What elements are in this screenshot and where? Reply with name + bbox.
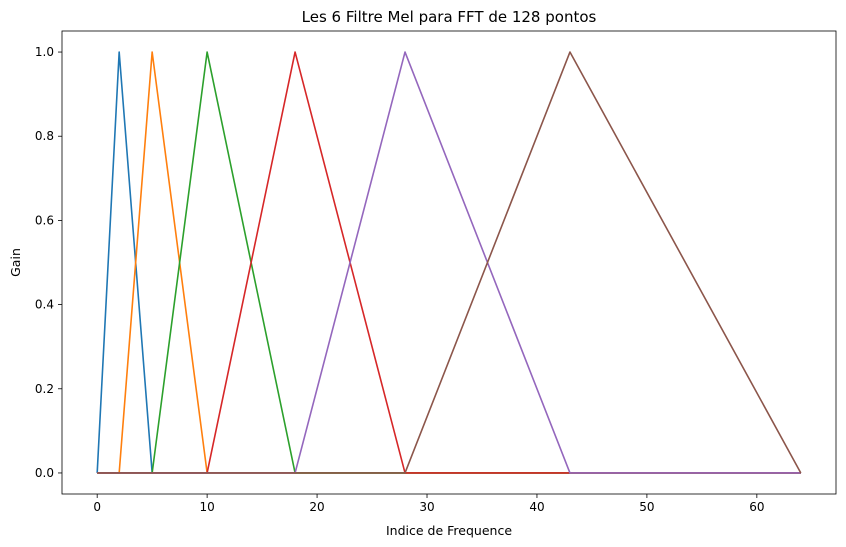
x-tick-label: 0 [93, 500, 101, 514]
x-tick-label: 20 [309, 500, 324, 514]
x-tick-label: 40 [529, 500, 544, 514]
x-tick-label: 10 [199, 500, 214, 514]
x-tick-label: 50 [639, 500, 654, 514]
y-tick-label: 0.8 [35, 129, 54, 143]
filter-3-line [97, 51, 801, 474]
y-tick-label: 0.2 [35, 382, 54, 396]
y-tick-label: 0.4 [35, 298, 54, 312]
plot-area [61, 30, 837, 495]
x-axis-label: Indice de Frequence [386, 523, 512, 538]
y-tick-label: 1.0 [35, 45, 54, 59]
filter-6-line [97, 51, 802, 474]
y-axis: 0.0 0.2 0.4 0.6 0.8 1.0 [35, 45, 62, 480]
y-tick-label: 0.6 [35, 213, 54, 227]
x-tick-label: 60 [749, 500, 764, 514]
filter-5-line [97, 51, 801, 474]
axes-frame [61, 30, 837, 495]
filter-2-line [97, 51, 801, 474]
x-axis: 0 10 20 30 40 50 60 [93, 494, 764, 514]
y-tick-label: 0.0 [35, 466, 54, 480]
chart-title: Les 6 Filtre Mel para FFT de 128 pontos [302, 8, 597, 26]
y-axis-label: Gain [8, 248, 23, 277]
filter-1-line [96, 51, 801, 474]
series-layer [96, 51, 802, 474]
filter-4-line [97, 51, 801, 474]
x-tick-label: 30 [419, 500, 434, 514]
